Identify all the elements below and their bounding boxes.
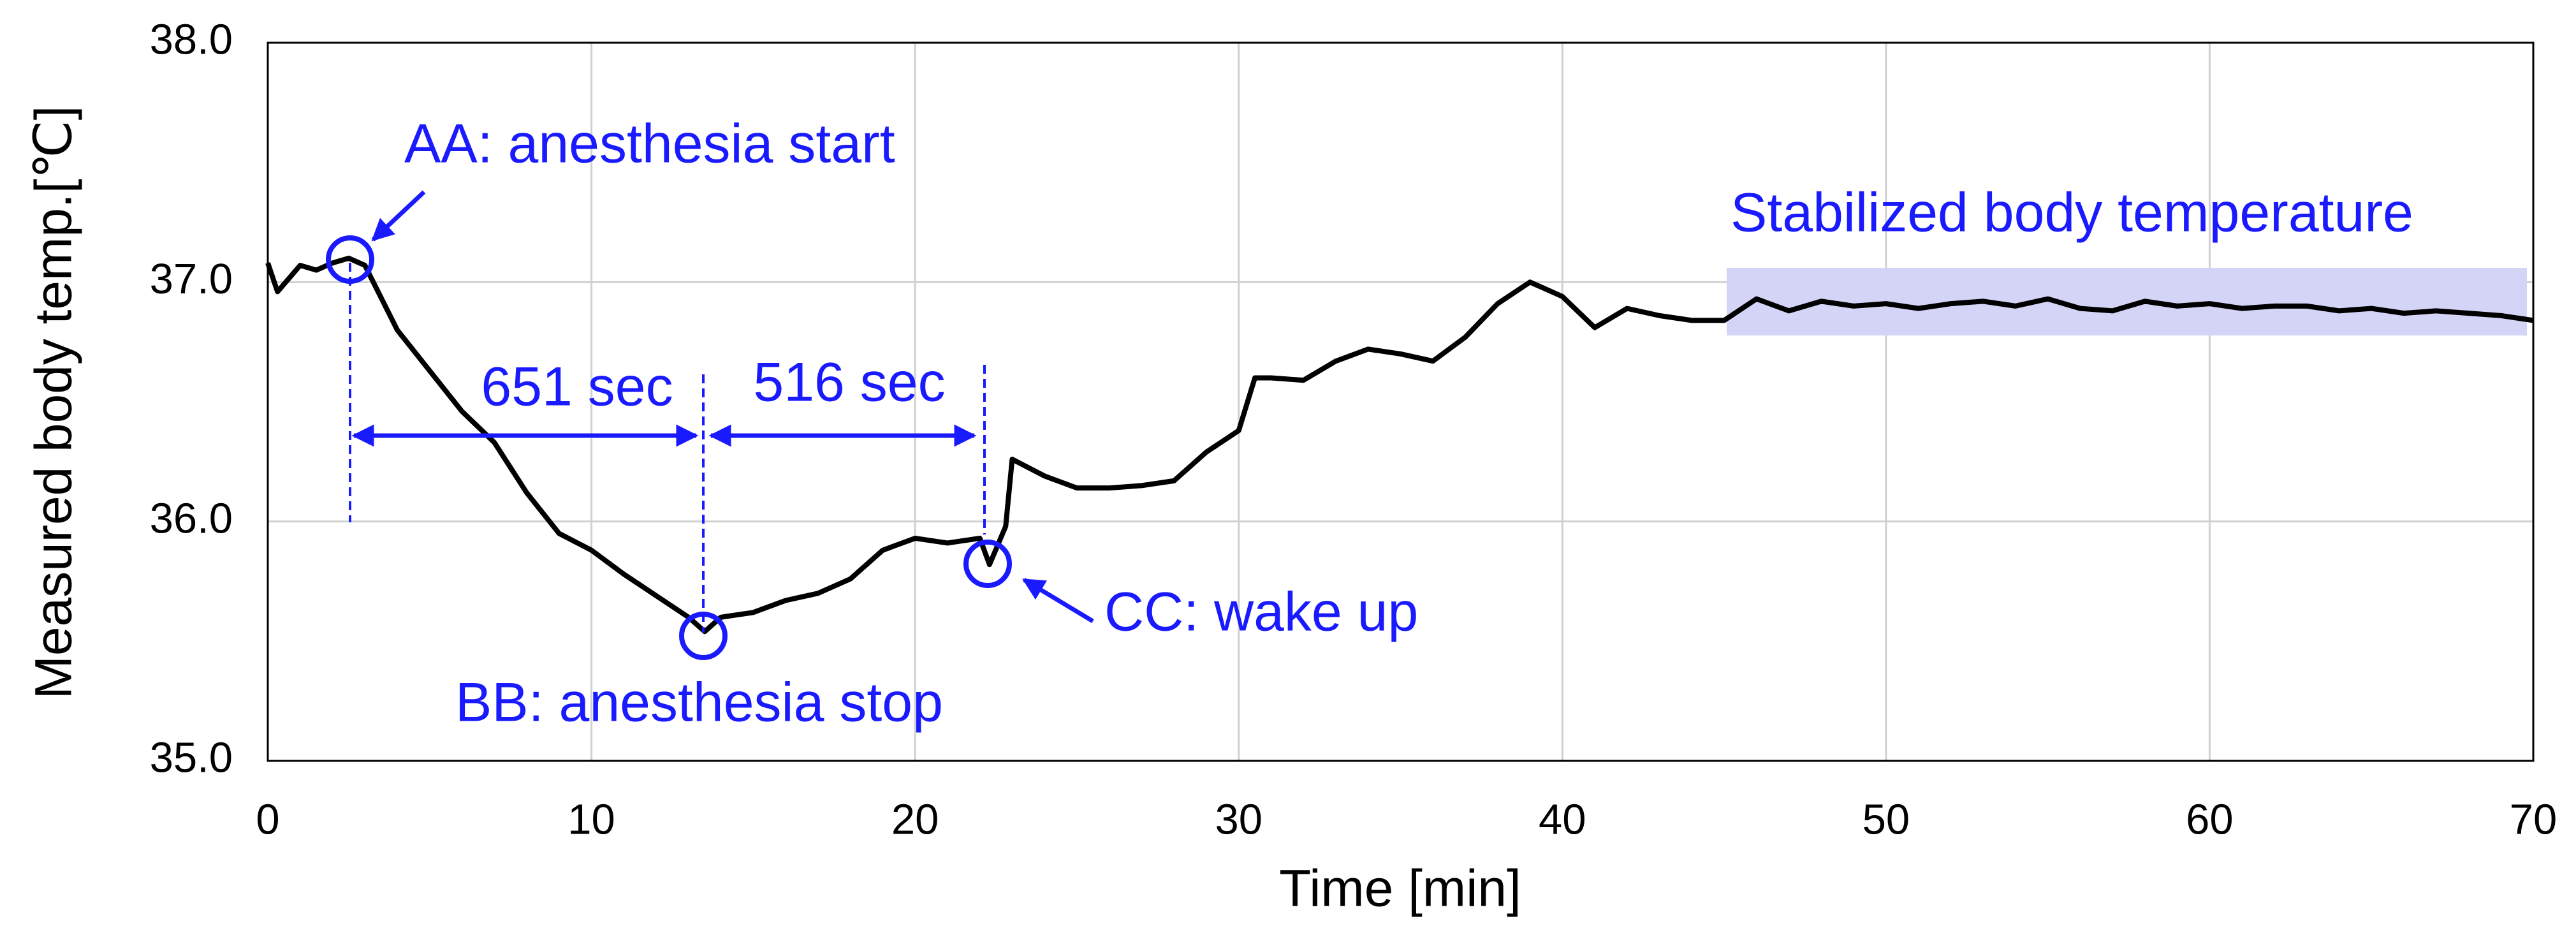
annotation: 651 sec (481, 357, 673, 418)
pointer-arrow (1022, 578, 1094, 623)
x-tick-label: 70 (2510, 796, 2558, 844)
annotation: AA: anesthesia start (404, 114, 895, 175)
x-tick-label: 30 (1215, 796, 1262, 844)
annotation: CC: wake up (1104, 582, 1418, 643)
y-tick-label: 37.0 (150, 255, 233, 303)
plot-frame (267, 41, 2535, 762)
y-tick-label: 38.0 (150, 16, 233, 64)
x-tick-label: 10 (567, 796, 615, 844)
stable-band (1727, 268, 2527, 335)
x-axis-title: Time [min] (1279, 860, 1521, 918)
x-tick-label: 50 (1862, 796, 1910, 844)
annotation: BB: anesthesia stop (455, 672, 943, 733)
pointer-arrow (371, 190, 426, 242)
annotation: 516 sec (753, 352, 945, 413)
marker-cc (963, 540, 1012, 588)
annotation: Stabilized body temperature (1731, 182, 2413, 244)
x-tick-label: 20 (891, 796, 939, 844)
y-tick-label: 35.0 (150, 734, 233, 782)
annotations: AA: anesthesia start 651 sec 516 sec BB:… (326, 114, 2413, 733)
plot (265, 255, 2534, 635)
y-tick-label: 36.0 (150, 494, 233, 542)
x-tick-label: 60 (2186, 796, 2234, 844)
data-line (265, 255, 2534, 635)
y-axis-title: Measured body temp.[℃] (25, 106, 83, 700)
x-tick-label: 40 (1539, 796, 1586, 844)
x-tick-label: 0 (256, 796, 279, 844)
